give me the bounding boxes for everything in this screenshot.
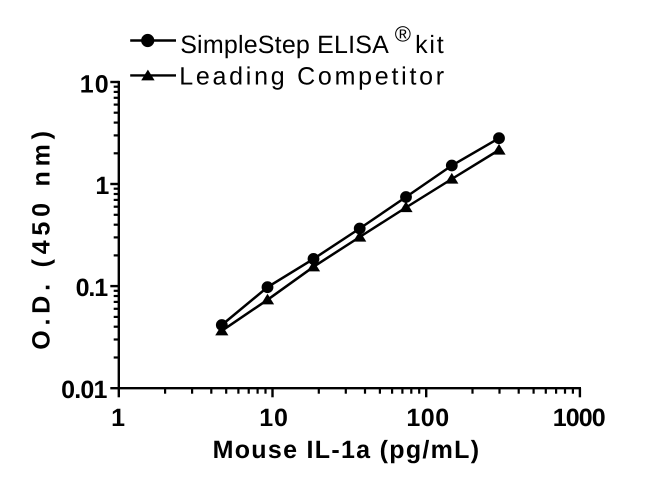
svg-text:100: 100 bbox=[406, 404, 449, 432]
svg-text:1: 1 bbox=[111, 404, 125, 432]
svg-text:10: 10 bbox=[80, 71, 110, 99]
svg-text:Leading Competitor: Leading Competitor bbox=[179, 62, 447, 90]
svg-text:1: 1 bbox=[95, 172, 109, 200]
svg-text:1000: 1000 bbox=[553, 404, 605, 432]
svg-text:®: ® bbox=[395, 22, 411, 47]
svg-text:Mouse IL-1a (pg/mL): Mouse IL-1a (pg/mL) bbox=[213, 436, 481, 464]
svg-text:0.1: 0.1 bbox=[76, 274, 109, 302]
svg-text:10: 10 bbox=[259, 404, 288, 432]
svg-text:0.01: 0.01 bbox=[61, 376, 107, 404]
svg-text:kit: kit bbox=[415, 31, 445, 59]
svg-text:O.D. (450 nm): O.D. (450 nm) bbox=[28, 126, 56, 350]
svg-text:SimpleStep ELISA: SimpleStep ELISA bbox=[180, 31, 389, 59]
